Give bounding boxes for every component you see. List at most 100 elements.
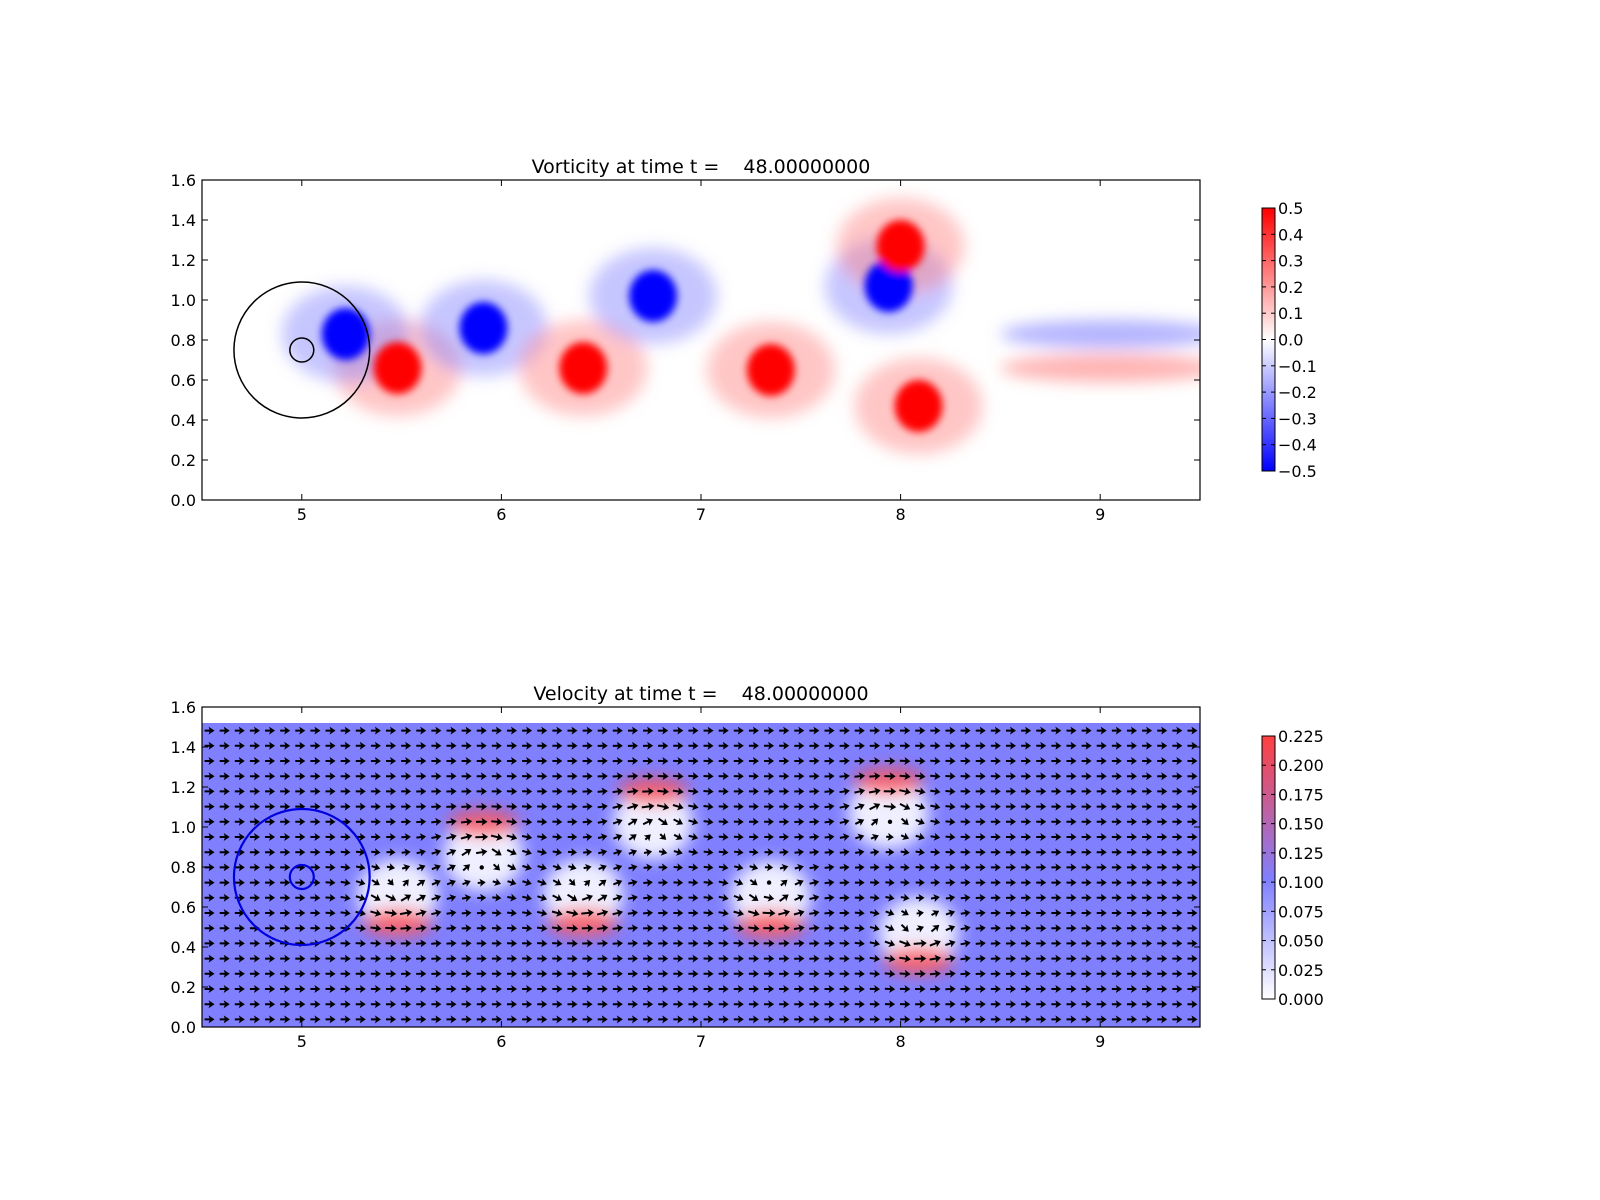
velocity-quiver-arrow	[960, 848, 971, 857]
velocity-quiver-arrow	[718, 863, 729, 872]
velocity-quiver-arrow	[779, 741, 790, 750]
velocity-quiver-arrow	[884, 954, 896, 963]
vorticity-y-axis: 0.0 0.2 0.4 0.6 0.8 1.0 1.2 1.4 1.6	[171, 171, 1200, 510]
velocity-quiver-arrow	[1157, 1015, 1168, 1024]
velocity-quiver-arrow	[506, 833, 518, 841]
velocity-quiver-arrow	[975, 802, 986, 811]
velocity-quiver-arrow	[809, 741, 820, 750]
velocity-quiver-arrow	[1142, 909, 1153, 917]
velocity-quiver-arrow	[265, 984, 276, 993]
velocity-quiver-arrow	[506, 726, 517, 735]
velocity-quiver-arrow	[325, 832, 336, 841]
velocity-quiver-arrow	[234, 954, 245, 963]
velocity-quiver-arrow	[794, 802, 805, 811]
velocity-quiver-arrow	[386, 863, 396, 872]
velocity-quiver-arrow	[641, 802, 655, 811]
velocity-quiver-arrow	[1187, 726, 1198, 735]
velocity-quiver-arrow	[733, 863, 744, 872]
vorticity-title: Vorticity at time t = 48.00000000	[532, 156, 871, 178]
velocity-quiver-arrow	[1051, 726, 1062, 735]
velocity-quiver-arrow	[627, 954, 639, 963]
velocity-quiver-arrow	[204, 863, 215, 872]
velocity-quiver-arrow	[718, 878, 729, 887]
velocity-quiver-arrow	[975, 863, 986, 872]
velocity-quiver-arrow	[431, 817, 442, 826]
velocity-quiver-arrow	[355, 863, 366, 872]
velocity-colorbar-label: 0.125	[1278, 844, 1324, 863]
velocity-quiver-arrow	[824, 863, 835, 872]
velocity-quiver-arrow	[779, 1000, 790, 1009]
velocity-quiver-arrow	[613, 848, 623, 857]
velocity-quiver-arrow	[658, 878, 668, 887]
velocity-quiver-arrow	[839, 863, 850, 872]
velocity-quiver-arrow	[597, 772, 608, 781]
velocity-quiver-arrow	[598, 864, 607, 872]
velocity-quiver-arrow	[219, 954, 230, 963]
velocity-quiver-arrow	[219, 802, 230, 811]
velocity-quiver-arrow	[900, 848, 910, 856]
velocity-quiver-arrow	[900, 1000, 911, 1009]
velocity-quiver-arrow	[1051, 741, 1062, 750]
velocity-quiver-arrow	[567, 939, 578, 948]
velocity-quiver-arrow	[1036, 832, 1047, 841]
velocity-quiver-arrow	[975, 756, 986, 765]
velocity-quiver-arrow	[764, 984, 775, 993]
velocity-quiver-arrow	[748, 817, 759, 826]
velocity-quiver-arrow	[446, 969, 457, 978]
velocity-quiver-arrow	[234, 863, 245, 872]
velocity-quiver-arrow	[582, 833, 593, 842]
velocity-quiver-arrow	[1005, 1015, 1016, 1024]
velocity-slow-core	[848, 777, 929, 849]
velocity-quiver-arrow	[1005, 878, 1016, 887]
velocity-quiver-arrow	[764, 817, 774, 826]
velocity-quiver-arrow	[688, 1000, 699, 1009]
velocity-quiver-arrow	[1157, 848, 1168, 857]
velocity-quiver-arrow	[809, 848, 820, 857]
velocity-quiver-arrow	[1187, 787, 1198, 796]
velocity-quiver-arrow	[385, 939, 397, 948]
velocity-quiver-arrow	[431, 924, 442, 933]
velocity-quiver-arrow	[355, 772, 366, 781]
velocity-quiver-arrow	[310, 969, 321, 978]
vorticity-x-tick-label: 8	[896, 505, 906, 524]
velocity-quiver-arrow	[703, 1015, 714, 1024]
velocity-quiver-arrow	[295, 954, 306, 963]
velocity-quiver-arrow	[628, 834, 637, 842]
velocity-quiver-arrow	[1066, 893, 1077, 902]
velocity-quiver-arrow	[431, 864, 441, 872]
velocity-quiver-arrow	[1081, 954, 1092, 963]
velocity-quiver-arrow	[265, 954, 276, 963]
velocity-quiver-arrow	[1081, 878, 1092, 887]
velocity-quiver-arrow	[461, 939, 472, 948]
velocity-quiver-arrow	[869, 772, 881, 781]
velocity-quiver-arrow	[280, 832, 291, 841]
velocity-quiver-arrow	[552, 939, 563, 948]
velocity-quiver-arrow	[673, 908, 684, 917]
velocity-quiver-arrow	[779, 848, 789, 857]
velocity-quiver-arrow	[1066, 1000, 1077, 1009]
velocity-quiver-arrow	[764, 1015, 775, 1024]
velocity-quiver-arrow	[537, 878, 547, 887]
velocity-quiver-arrow	[793, 909, 805, 917]
velocity-quiver-arrow	[1051, 985, 1062, 994]
velocity-quiver-arrow	[386, 726, 397, 735]
velocity-quiver-arrow	[778, 924, 790, 933]
velocity-quiver-arrow	[642, 818, 654, 826]
velocity-quiver-arrow	[779, 833, 789, 842]
velocity-quiver-arrow	[1126, 802, 1137, 811]
velocity-quiver-arrow	[537, 969, 548, 978]
velocity-quiver-arrow	[1066, 985, 1077, 994]
velocity-quiver-arrow	[809, 863, 820, 872]
velocity-y-tick-label: 0.2	[171, 978, 196, 997]
velocity-quiver-arrow	[310, 984, 321, 993]
velocity-quiver-arrow	[703, 939, 714, 948]
velocity-quiver-arrow	[824, 893, 835, 902]
velocity-quiver-arrow	[824, 1015, 835, 1024]
velocity-quiver-arrow	[234, 924, 245, 933]
velocity-quiver-arrow	[355, 893, 366, 902]
velocity-quiver-arrow	[400, 894, 412, 902]
velocity-quiver-arrow	[930, 832, 941, 841]
velocity-quiver-arrow	[1021, 939, 1032, 948]
velocity-quiver-arrow	[265, 756, 276, 765]
velocity-y-tick-label: 1.2	[171, 778, 196, 797]
